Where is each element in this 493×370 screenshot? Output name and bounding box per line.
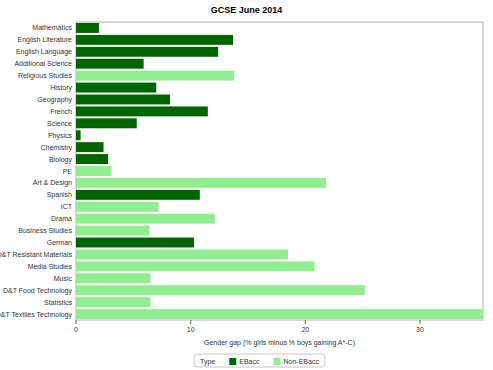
category-label: Business Studies — [18, 227, 72, 234]
bar — [76, 202, 159, 212]
category-label: ICT — [61, 203, 73, 210]
x-tick — [190, 320, 191, 324]
category-label: D&T Textiles Technology — [0, 311, 72, 319]
category-label: Geography — [37, 96, 72, 104]
x-tick-label: 20 — [301, 326, 309, 333]
category-label: PE — [63, 168, 73, 175]
category-label: French — [50, 108, 72, 115]
category-label: Music — [54, 275, 73, 282]
bar — [76, 261, 314, 271]
bar — [76, 23, 99, 33]
x-tick-label: 10 — [187, 326, 195, 333]
category-label: D&T Food Technology — [3, 287, 73, 295]
category-label: English Literature — [18, 36, 73, 44]
category-label: History — [50, 84, 72, 92]
category-label: Media Studies — [28, 263, 73, 270]
bar — [76, 106, 208, 116]
category-label: Chemistry — [40, 144, 72, 152]
bar — [76, 95, 170, 105]
category-label: German — [47, 239, 72, 246]
bar — [76, 309, 483, 319]
x-tick — [76, 320, 77, 324]
bar — [76, 35, 233, 45]
bar — [76, 154, 108, 164]
x-tick — [305, 320, 306, 324]
legend-swatch — [274, 358, 281, 365]
bar — [76, 166, 112, 176]
category-label: English Language — [16, 48, 72, 56]
x-tick-label: 0 — [74, 326, 78, 333]
bars — [76, 23, 483, 319]
bar — [76, 249, 288, 259]
bar — [76, 190, 200, 200]
bar — [76, 47, 218, 57]
category-label: D&T Resistant Materials — [0, 251, 72, 258]
legend-title: Type — [200, 358, 215, 366]
chart: GCSE June 2014 0 10 20 30 Mathematics English … — [0, 0, 493, 370]
legend-swatch — [229, 358, 236, 365]
category-label: Physics — [48, 132, 73, 140]
category-label: Statistics — [44, 299, 73, 306]
bar — [76, 83, 156, 93]
category-label: Biology — [49, 156, 72, 164]
bar — [76, 130, 81, 140]
bar — [76, 273, 151, 283]
bar — [76, 285, 365, 295]
legend-label: EBacc — [239, 358, 260, 365]
bar — [76, 118, 137, 128]
bar — [76, 214, 215, 224]
bar — [76, 178, 326, 188]
legend-label: Non-EBacc — [284, 358, 320, 365]
bar — [76, 238, 194, 248]
x-tick — [419, 320, 420, 324]
x-tick-label: 30 — [416, 326, 424, 333]
plot-frame — [76, 22, 483, 320]
category-label: Art & Design — [33, 179, 72, 187]
bar — [76, 297, 151, 307]
category-label: Mathematics — [32, 24, 72, 31]
bar — [76, 142, 104, 152]
category-label: Religious Studies — [18, 72, 73, 80]
x-axis-label: Gender gap (% girls minus % boys gaining… — [204, 339, 355, 347]
category-label: Science — [47, 120, 72, 127]
bar — [76, 226, 149, 236]
title: GCSE June 2014 — [211, 5, 283, 15]
category-label: Additional Science — [14, 60, 72, 67]
category-label: Spanish — [47, 191, 72, 199]
category-label: Drama — [51, 215, 72, 222]
legend: Type EBacc Non-EBacc — [194, 354, 325, 367]
bar — [76, 59, 144, 69]
bar — [76, 71, 234, 81]
legend-box — [194, 354, 325, 367]
